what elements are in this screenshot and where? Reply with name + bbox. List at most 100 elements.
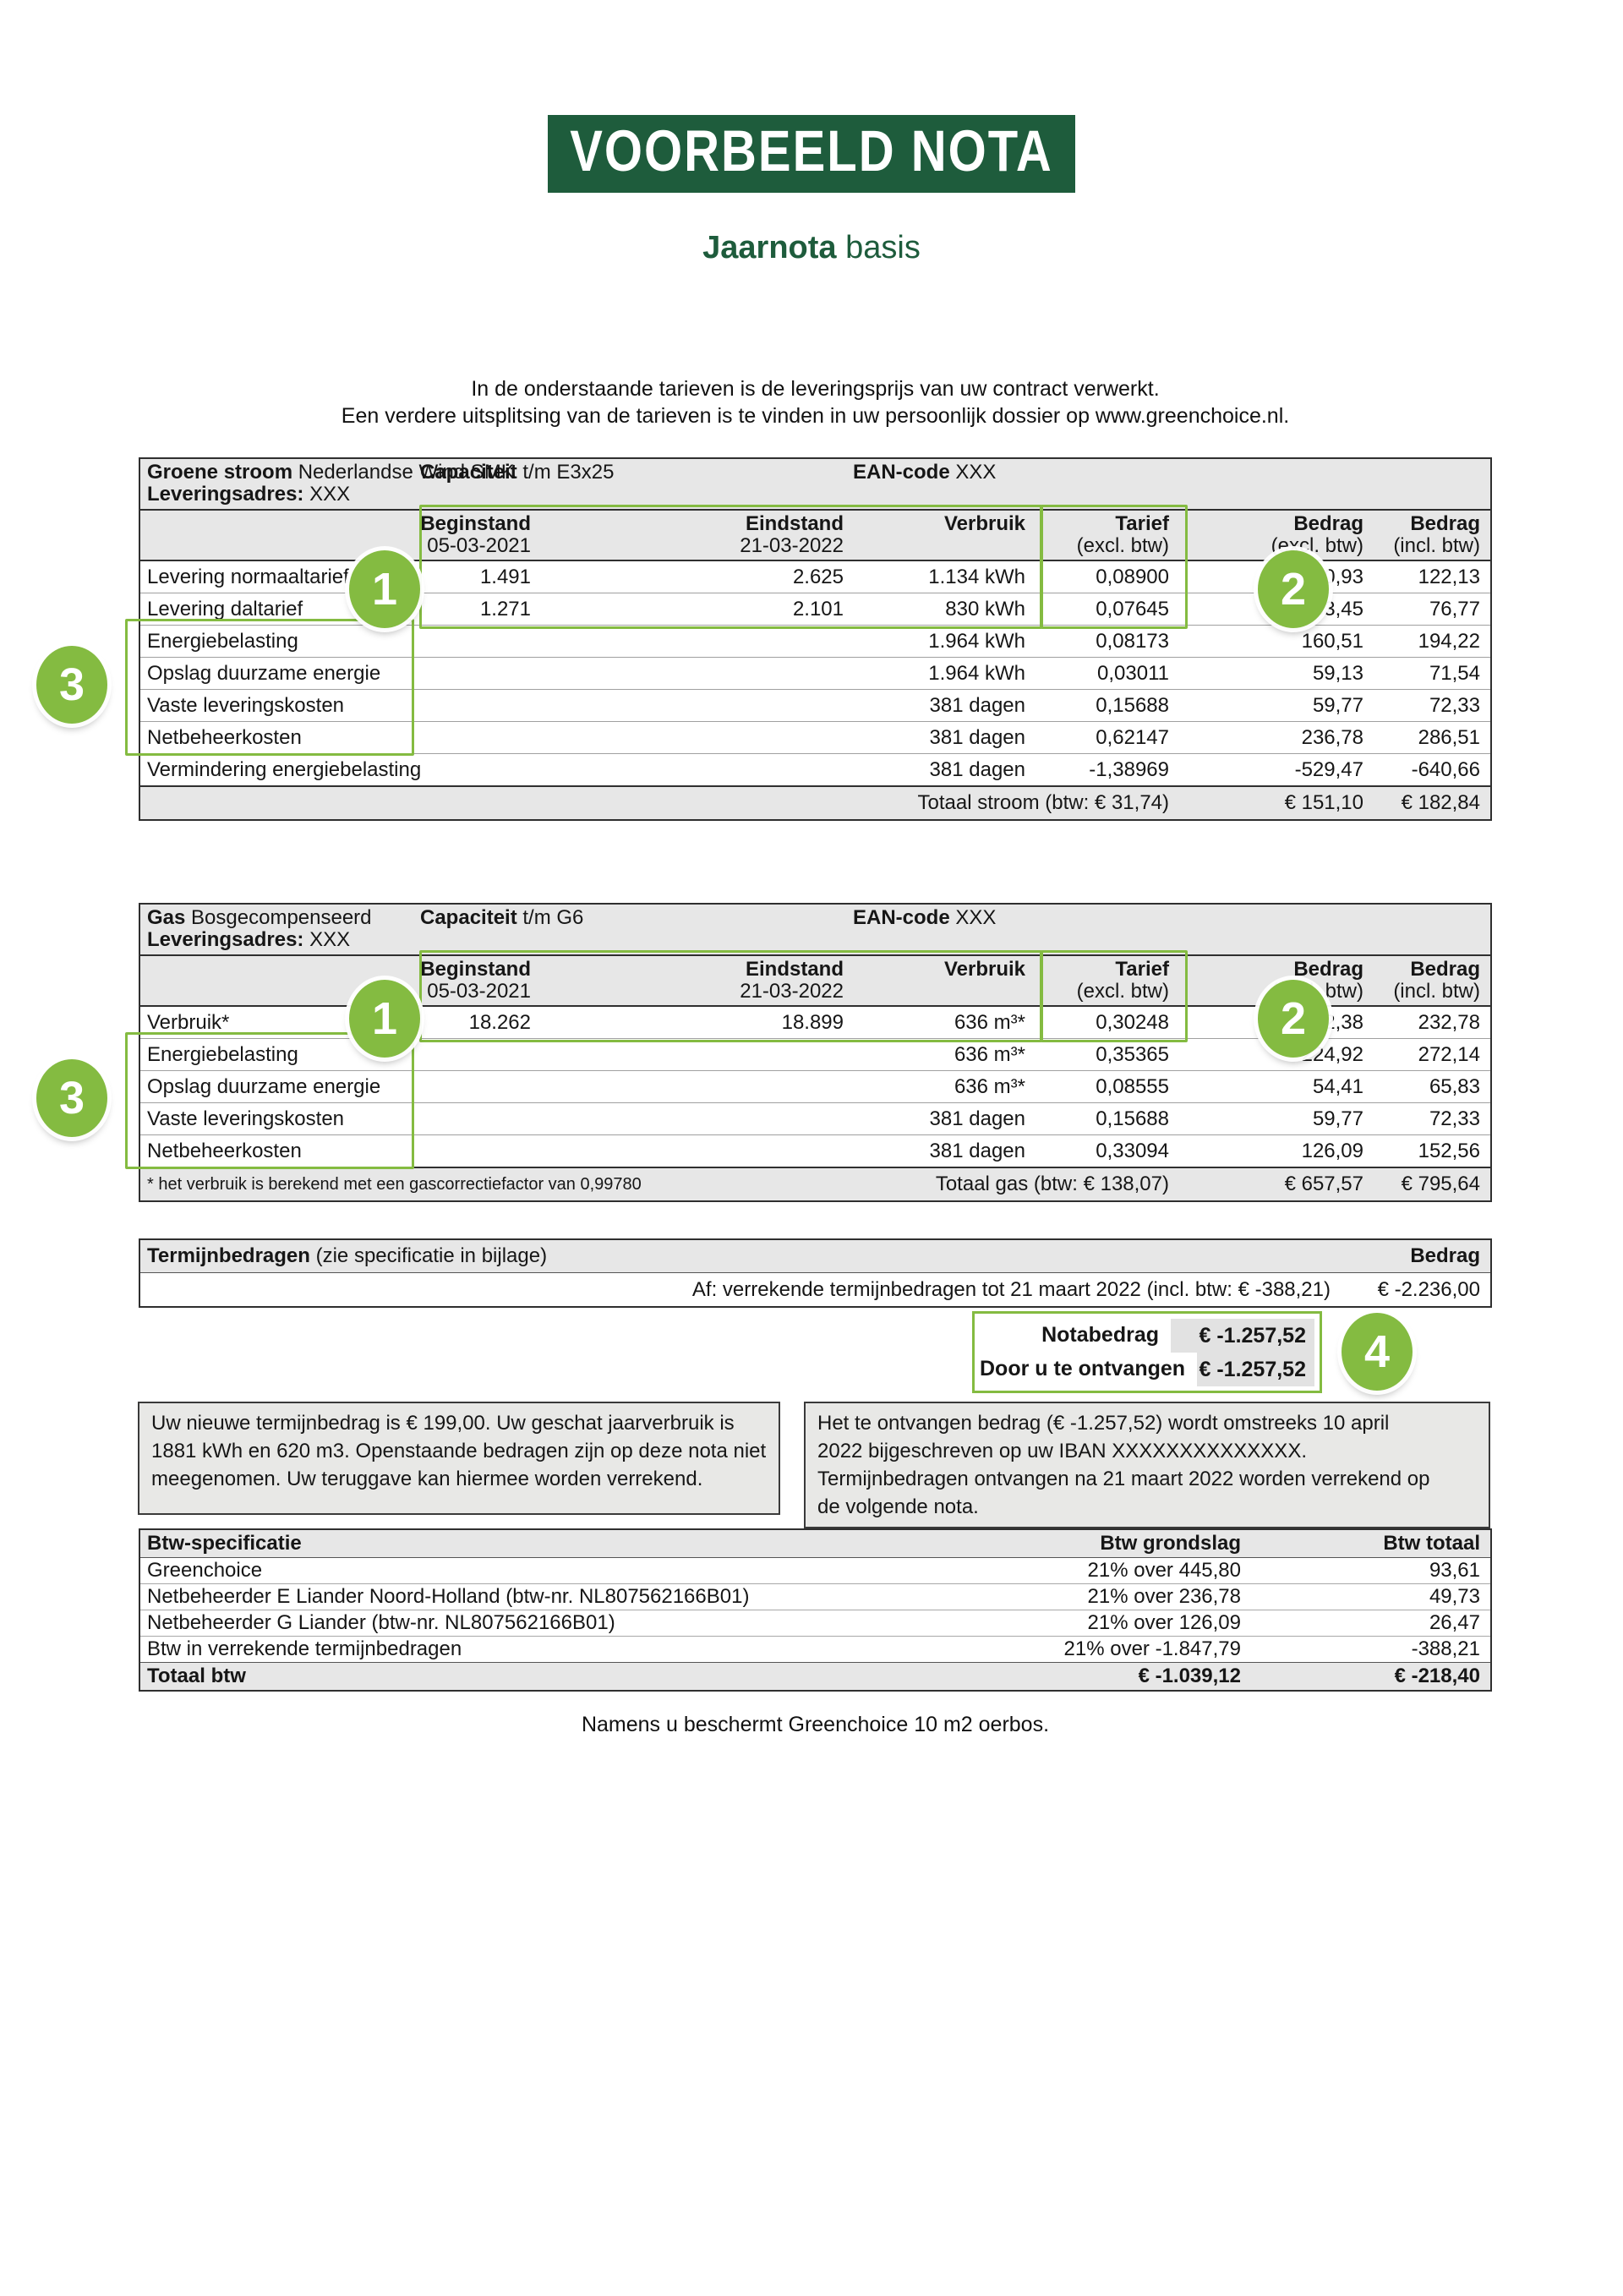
cell-bedrag-excl: -529,47 [1294,758,1363,781]
step-badge-1-electricity: 1 [349,550,420,628]
total-label: Totaal gas (btw: € 138,07) [935,1173,1169,1195]
cell-verbruik: 381 dagen [929,1107,1025,1130]
intro-text: In de onderstaande tarieven is de leveri… [139,375,1492,429]
row-label: Vaste leveringskosten [147,694,345,717]
btw-total-row: Totaal btw € -1.039,12 € -218,40 [140,1662,1490,1690]
btw-totaal: 26,47 [1429,1611,1480,1634]
ean-value: XXX [955,461,997,484]
ean-label: EAN-code [853,461,950,484]
table-row: Opslag duurzame energie 1.964 kWh 0,0301… [140,657,1490,689]
electricity-table-title: Groene stroom Nederlandse Wind SMK Capac… [140,459,1490,511]
btw-row-label: Greenchoice [147,1559,263,1582]
cell-tarief: 0,07645 [1096,598,1169,620]
cell-eindstand: 2.101 [792,598,844,620]
new-term-amount-info-box: Uw nieuwe termijnbedrag is € 199,00. Uw … [138,1402,780,1515]
cell-tarief: 0,15688 [1096,694,1169,717]
termijnbedragen-table: Termijnbedragen (zie specificatie in bij… [139,1238,1492,1308]
row-label: Netbeheerkosten [147,1140,302,1162]
col-header-beginstand: Beginstand 05-03-2021 [420,958,531,1003]
page-title-bold: Jaarnota [702,230,837,265]
cell-tarief: 0,30248 [1096,1011,1169,1034]
logo-wrap: VOORBEELD NOTA [0,115,1623,194]
cell-verbruik: 636 m³* [954,1043,1025,1066]
cell-bedrag-incl: 122,13 [1418,566,1480,588]
ean-code: EAN-code XXX [853,907,996,929]
row-label: Energiebelasting [147,630,298,653]
table-row: Af: verrekende termijnbedragen tot 21 ma… [140,1273,1490,1306]
total-bedrag-incl: € 795,64 [1401,1173,1480,1195]
cell-bedrag-excl: 160,51 [1301,630,1363,653]
capacity-value: t/m G6 [522,906,584,929]
col-header-verbruik: Verbruik [943,958,1025,981]
btw-total-label: Totaal btw [147,1665,246,1687]
total-label: Totaal stroom (btw: € 31,74) [917,791,1169,814]
btw-grondslag-header: Btw grondslag [1100,1532,1241,1555]
cell-tarief: 0,08900 [1096,566,1169,588]
col-header-verbruik: Verbruik [943,512,1025,535]
btw-totaal-header: Btw totaal [1383,1532,1480,1555]
nota-row: Notabedrag € -1.257,52 [980,1318,1314,1353]
btw-grondslag: 21% over 236,78 [1087,1585,1241,1608]
capacity-label: Capaciteit [420,461,517,484]
row-label: Netbeheerkosten [147,726,302,749]
cell-tarief: 0,35365 [1096,1043,1169,1066]
table-row: Netbeheerder E Liander Noord-Holland (bt… [140,1583,1490,1610]
btw-row-label: Netbeheerder G Liander (btw-nr. NL807562… [147,1611,615,1634]
cell-verbruik: 381 dagen [929,758,1025,781]
col-header-bedrag-incl: Bedrag (incl. btw) [1393,958,1480,1003]
footer-note: Namens u beschermt Greenchoice 10 m2 oer… [581,1713,1050,1736]
product-label: Groene stroom [147,461,293,484]
notabedrag-label: Notabedrag [1041,1323,1159,1347]
ean-value: XXX [955,906,997,929]
termijn-bedrag-header: Bedrag [1410,1244,1480,1267]
ean-code: EAN-code XXX [853,462,996,484]
address-label: Leveringsadres: [147,928,304,951]
table-row: Netbeheerder G Liander (btw-nr. NL807562… [140,1610,1490,1636]
col-header-bedrag-excl: Bedrag(excl. btw) [1271,512,1363,557]
btw-title: Btw-specificatie [147,1532,302,1555]
cell-verbruik: 830 kWh [945,598,1025,620]
cell-tarief: 0,03011 [1097,662,1169,685]
te-ontvangen-amount: € -1.257,52 [1197,1352,1314,1386]
table-row: Levering normaaltarief 1.491 2.625 1.134… [140,561,1490,593]
product-label: Gas [147,906,186,929]
product-value: Bosgecompenseerd [191,906,372,929]
cell-bedrag-incl: -640,66 [1411,758,1480,781]
row-label: Levering normaaltarief [147,566,349,588]
address-label: Leveringsadres: [147,483,304,506]
step-badge-1-gas: 1 [349,980,420,1058]
col-header-beginstand: Beginstand 05-03-2021 [420,512,531,557]
capacity-value: t/m E3x25 [522,461,615,484]
termijn-row-label: Af: verrekende termijnbedragen tot 21 ma… [691,1278,1331,1301]
btw-row-label: Btw in verrekende termijnbedragen [147,1637,462,1660]
table-row: Greenchoice 21% over 445,80 93,61 [140,1558,1490,1583]
cell-bedrag-incl: 72,33 [1429,1107,1480,1130]
product-value: Nederlandse Wind SMK [298,461,515,484]
btw-totaal: 93,61 [1429,1559,1480,1582]
col-header-eindstand: Eindstand 21-03-2022 [740,512,844,557]
gas-footnote: * het verbruik is berekend met een gasco… [147,1175,642,1194]
cell-tarief: 0,62147 [1096,726,1169,749]
table-row: Btw in verrekende termijnbedragen 21% ov… [140,1636,1490,1662]
btw-header-row: Btw-specificatie Btw grondslag Btw totaa… [140,1530,1490,1558]
step-badge-3-electricity: 3 [36,646,107,724]
cell-bedrag-incl: 72,33 [1429,694,1480,717]
cell-beginstand: 1.491 [479,566,531,588]
btw-specification-table: Btw-specificatie Btw grondslag Btw totaa… [139,1528,1492,1692]
btw-grondslag: 21% over 445,80 [1087,1559,1241,1582]
cell-bedrag-incl: 71,54 [1429,662,1480,685]
ean-label: EAN-code [853,906,950,929]
col-header-eindstand: Eindstand 21-03-2022 [740,958,844,1003]
address-value: XXX [309,928,351,951]
table-row: Opslag duurzame energie 636 m³* 0,08555 … [140,1070,1490,1102]
nota-amount-box: Notabedrag € -1.257,52 Door u te ontvang… [972,1311,1322,1393]
row-label: Levering daltarief [147,598,303,620]
cell-tarief: 0,08173 [1096,630,1169,653]
page-title: Jaarnota basis [0,230,1623,266]
table-row: Vaste leveringskosten 381 dagen 0,15688 … [140,1102,1490,1134]
btw-totaal: -388,21 [1411,1637,1480,1660]
cell-verbruik: 1.964 kWh [928,630,1025,653]
cell-bedrag-incl: 232,78 [1418,1011,1480,1034]
btw-total-grondslag: € -1.039,12 [1138,1665,1241,1687]
cell-eindstand: 18.899 [781,1011,844,1034]
